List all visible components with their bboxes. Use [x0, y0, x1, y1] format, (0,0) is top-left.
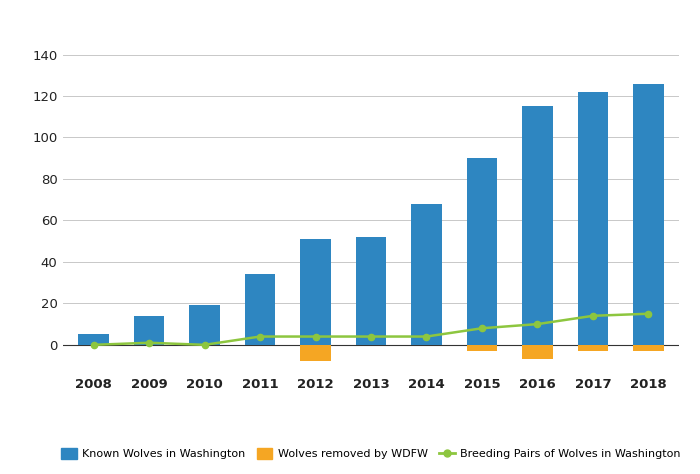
Bar [634, 345, 664, 351]
Bar [189, 305, 220, 345]
Bar [634, 83, 664, 345]
Bar [134, 316, 164, 345]
Bar [411, 204, 442, 345]
Bar [578, 92, 608, 345]
Bar [300, 345, 331, 362]
Legend: Known Wolves in Washington, Wolves removed by WDFW, Breeding Pairs of Wolves in : Known Wolves in Washington, Wolves remov… [57, 444, 685, 464]
Bar [300, 239, 331, 345]
Bar [356, 237, 386, 345]
Bar [78, 335, 108, 345]
Bar [245, 274, 275, 345]
Bar [467, 345, 497, 351]
Bar [467, 158, 497, 345]
Bar [578, 345, 608, 351]
Bar [522, 345, 553, 359]
Bar [522, 106, 553, 345]
